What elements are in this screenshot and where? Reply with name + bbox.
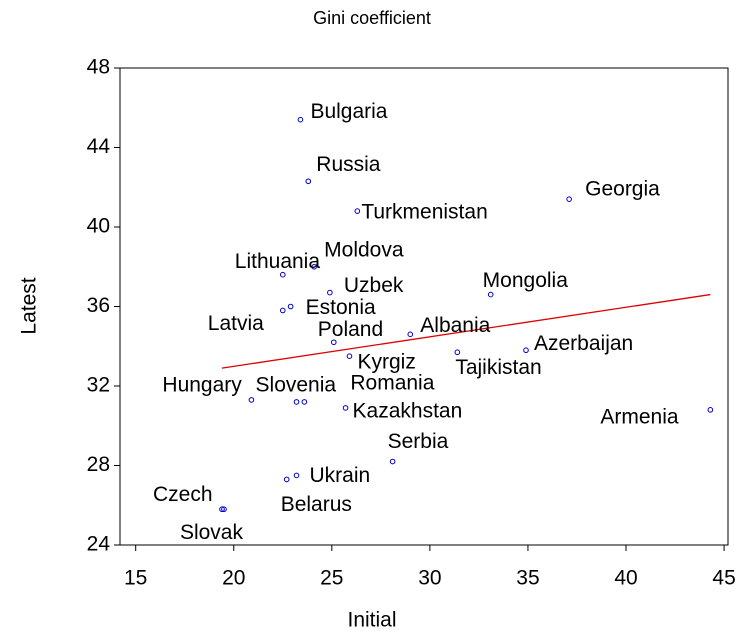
point xyxy=(311,263,317,270)
point-label: Serbia xyxy=(388,430,449,453)
point-label: Czech xyxy=(153,483,213,506)
point-label: Bulgaria xyxy=(310,100,387,123)
point xyxy=(248,397,255,403)
point xyxy=(342,405,349,411)
point-label: Uzbek xyxy=(344,274,404,297)
x-tick-label: 15 xyxy=(124,567,147,590)
point-label: Georgia xyxy=(585,178,660,201)
point-label: Slovak xyxy=(180,521,244,544)
point xyxy=(407,331,414,338)
y-tick-label: 32 xyxy=(87,374,110,397)
point xyxy=(279,307,286,314)
x-tick-label: 40 xyxy=(614,567,637,590)
x-tick-label: 25 xyxy=(320,567,343,590)
chart-title: Gini coefficient xyxy=(313,8,431,28)
point-label: Azerbaijan xyxy=(534,332,633,355)
point-label: Tajikistan xyxy=(455,356,541,379)
x-tick-label: 45 xyxy=(712,567,735,590)
y-tick-label: 24 xyxy=(87,533,111,556)
point xyxy=(283,476,290,483)
y-tick-label: 40 xyxy=(87,215,110,238)
point-label: Slovenia xyxy=(256,373,337,396)
point-label: Moldova xyxy=(324,238,404,261)
point xyxy=(293,472,300,479)
point-label: Poland xyxy=(318,318,383,341)
point xyxy=(330,339,337,346)
point-label: Ukrain xyxy=(310,464,371,487)
point-label: Estonia xyxy=(306,296,376,319)
point-label: Hungary xyxy=(162,373,242,396)
y-tick-label: 44 xyxy=(87,135,111,158)
y-tick-label: 36 xyxy=(87,294,110,317)
point xyxy=(346,353,353,359)
point-label: Latvia xyxy=(208,312,264,335)
point-label: Kazakhstan xyxy=(353,399,463,422)
point-label: Armenia xyxy=(600,405,679,428)
point xyxy=(454,349,461,356)
point xyxy=(279,271,286,278)
point xyxy=(301,399,308,405)
x-tick-label: 20 xyxy=(222,567,245,590)
point xyxy=(297,116,304,123)
y-axis-label: Latest xyxy=(18,277,41,334)
point xyxy=(354,208,361,214)
point xyxy=(219,506,225,513)
point-label: Turkmenistan xyxy=(361,201,487,224)
point xyxy=(707,407,714,413)
point xyxy=(389,458,396,465)
point-label: Mongolia xyxy=(483,269,569,292)
point xyxy=(287,303,294,310)
y-tick-label: 48 xyxy=(87,56,110,79)
point-label: Kyrgiz xyxy=(357,351,415,374)
point-label: Belarus xyxy=(281,493,352,516)
point-label: Romania xyxy=(350,371,434,394)
plot-frame xyxy=(119,67,729,546)
point-label: Russia xyxy=(316,153,381,176)
x-tick-label: 30 xyxy=(418,567,441,590)
point xyxy=(523,347,529,354)
x-axis-label: Initial xyxy=(347,609,396,632)
point xyxy=(221,506,227,513)
point-label: Albania xyxy=(420,314,490,337)
x-tick-label: 35 xyxy=(516,567,539,590)
point xyxy=(327,289,333,296)
fit-line xyxy=(221,293,711,369)
point-label: Lithuania xyxy=(235,250,321,273)
point xyxy=(566,196,572,202)
point xyxy=(293,399,300,405)
point xyxy=(487,291,494,298)
y-tick-label: 28 xyxy=(87,453,110,476)
point xyxy=(305,178,312,185)
